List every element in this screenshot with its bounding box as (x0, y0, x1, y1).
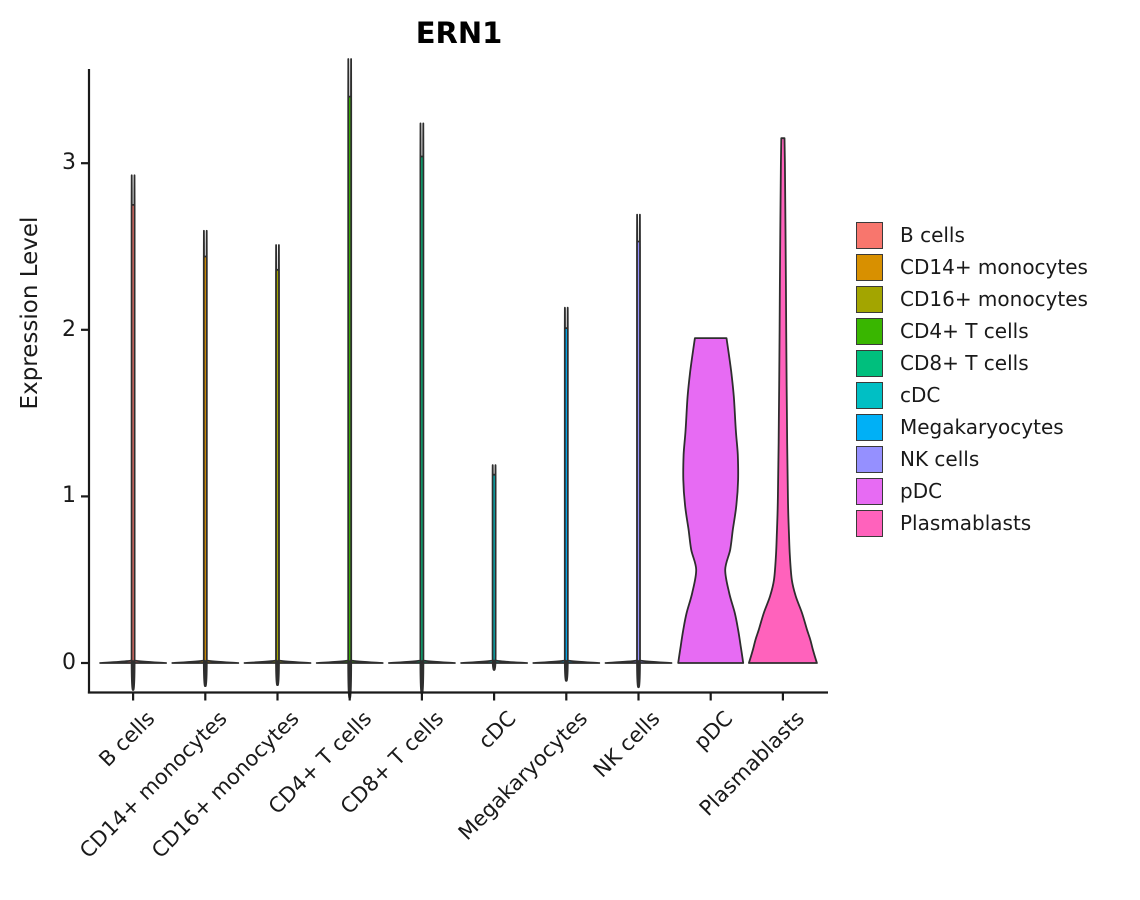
legend: B cells CD14+ monocytes CD16+ monocytes … (856, 221, 1088, 541)
legend-item: CD8+ T cells (856, 349, 1088, 377)
legend-swatch (856, 221, 883, 249)
legend-item: CD16+ monocytes (856, 285, 1088, 313)
legend-label: B cells (900, 223, 965, 247)
y-tick-label: 2 (62, 316, 76, 342)
violin-plasmablasts (748, 137, 818, 664)
legend-item: pDC (856, 477, 1088, 505)
violin-cd14-monocytes (171, 229, 240, 687)
legend-label: CD16+ monocytes (900, 287, 1088, 311)
legend-item: NK cells (856, 445, 1088, 473)
legend-swatch (856, 381, 883, 409)
legend-label: CD8+ T cells (900, 351, 1029, 375)
violin-cd4-t-cells (315, 58, 384, 699)
legend-label: Megakaryocytes (900, 415, 1064, 439)
legend-item: cDC (856, 381, 1088, 409)
violin-nk-cells (604, 213, 673, 689)
legend-swatch (856, 285, 883, 313)
legend-swatch (856, 317, 883, 345)
legend-swatch (856, 413, 883, 441)
legend-swatch (856, 349, 883, 377)
legend-item: CD14+ monocytes (856, 253, 1088, 281)
chart-title: ERN1 (415, 16, 503, 50)
violin-pdc (677, 337, 745, 664)
legend-item: CD4+ T cells (856, 317, 1088, 345)
legend-swatch (856, 253, 883, 281)
y-tick-label: 0 (62, 650, 76, 675)
violin-cd16-monocytes (243, 244, 312, 687)
violin-cd8-t-cells (388, 122, 456, 695)
legend-label: cDC (900, 383, 941, 407)
violin-cdc (460, 464, 528, 671)
legend-item: Megakaryocytes (856, 413, 1088, 441)
y-tick-label: 1 (62, 483, 76, 509)
legend-item: Plasmablasts (856, 509, 1088, 537)
legend-label: NK cells (900, 447, 980, 471)
legend-swatch (856, 509, 883, 537)
legend-label: CD14+ monocytes (900, 255, 1088, 279)
violin-b-cells (99, 174, 167, 691)
legend-label: CD4+ T cells (900, 319, 1029, 343)
legend-item: B cells (856, 221, 1088, 249)
legend-swatch (856, 445, 883, 473)
legend-swatch (856, 477, 883, 505)
legend-label: pDC (900, 479, 943, 503)
legend-label: Plasmablasts (900, 511, 1032, 535)
y-tick-label: 3 (62, 150, 76, 176)
violin-megakaryocytes (532, 306, 601, 682)
